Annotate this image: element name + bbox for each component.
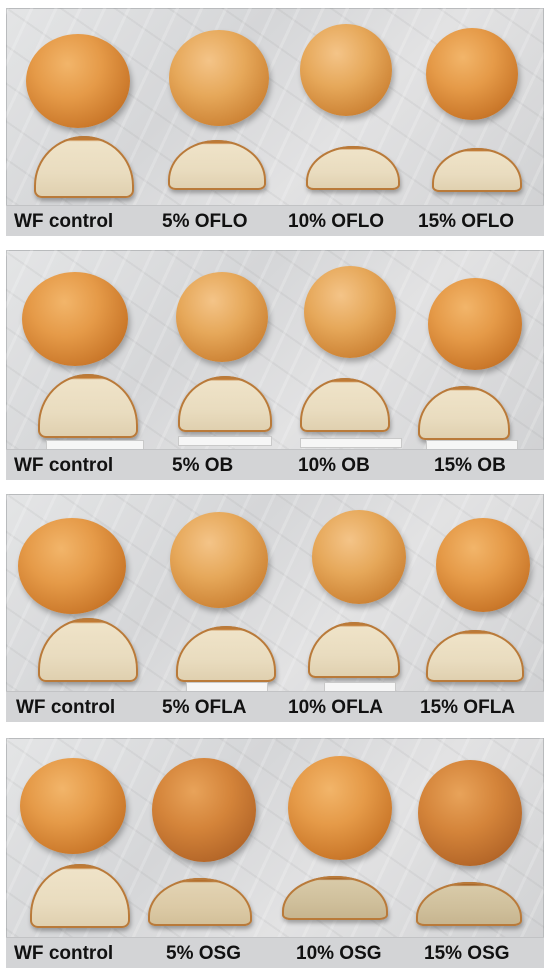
bread-panel-ob: WF control 5% OB 10% OB 15% OB	[6, 250, 544, 480]
label-wf-control: WF control	[14, 943, 114, 964]
label-5-oflo: 5% OFLO	[162, 211, 248, 232]
sample-card	[300, 438, 402, 448]
bread-loaf-5-ofla	[170, 512, 268, 608]
bread-loaf-5-osg	[152, 758, 256, 862]
label-wf-control: WF control	[14, 211, 114, 232]
bread-panel-oflo: WF control 5% OFLO 10% OFLO 15% OFLO	[6, 8, 544, 236]
label-15-oflo: 15% OFLO	[418, 211, 515, 232]
label-bar: WF control 5% OSG 10% OSG 15% OSG	[6, 937, 544, 968]
label-wf-control: WF control	[16, 697, 116, 718]
label-bar: WF control 5% OFLO 10% OFLO 15% OFLO	[6, 205, 544, 236]
label-15-ofla: 15% OFLA	[420, 697, 516, 718]
bread-loaf-5-oflo	[169, 30, 269, 126]
label-bar: WF control 5% OFLA 10% OFLA 15% OFLA	[6, 691, 544, 722]
bread-loaf-wf-control	[22, 272, 128, 366]
label-15-osg: 15% OSG	[424, 943, 510, 964]
bread-loaf-wf-control	[18, 518, 126, 614]
bread-loaf-10-oflo	[300, 24, 392, 116]
label-10-ob: 10% OB	[298, 455, 370, 476]
label-10-oflo: 10% OFLO	[288, 211, 385, 232]
label-10-ofla: 10% OFLA	[288, 697, 384, 718]
label-bar: WF control 5% OB 10% OB 15% OB	[6, 449, 544, 480]
label-10-osg: 10% OSG	[296, 943, 382, 964]
bread-loaf-wf-control	[20, 758, 126, 854]
bread-loaf-10-osg	[288, 756, 392, 860]
label-15-ob: 15% OB	[434, 455, 506, 476]
bread-loaf-15-ofla	[436, 518, 530, 612]
sample-card	[178, 436, 272, 446]
label-5-ob: 5% OB	[172, 455, 234, 476]
bread-loaf-wf-control	[26, 34, 130, 128]
bread-loaf-15-oflo	[426, 28, 518, 120]
bread-loaf-10-ob	[304, 266, 396, 358]
bread-loaf-15-osg	[418, 760, 522, 866]
bread-loaf-15-ob	[428, 278, 522, 370]
label-5-ofla: 5% OFLA	[162, 697, 247, 718]
bread-panel-ofla: WF control 5% OFLA 10% OFLA 15% OFLA	[6, 494, 544, 722]
bread-loaf-10-ofla	[312, 510, 406, 604]
label-wf-control: WF control	[14, 455, 114, 476]
bread-panel-osg: WF control 5% OSG 10% OSG 15% OSG	[6, 738, 544, 968]
label-5-osg: 5% OSG	[166, 943, 241, 964]
bread-loaf-5-ob	[176, 272, 268, 362]
